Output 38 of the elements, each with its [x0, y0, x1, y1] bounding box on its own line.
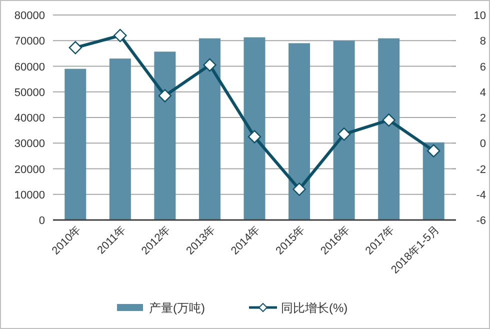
point — [382, 113, 396, 127]
bar — [109, 58, 131, 220]
bar — [422, 142, 444, 220]
y2-tick-label: 2 — [480, 112, 486, 124]
y2-tick-label: 10 — [474, 10, 486, 22]
bar — [288, 43, 310, 220]
y-tick-label: 20000 — [14, 164, 45, 176]
bar — [154, 52, 176, 220]
y2-tick-label: 4 — [480, 86, 486, 99]
y2-tick-label: 8 — [480, 36, 486, 48]
point — [427, 144, 440, 158]
legend-label: 产量(万吨) — [149, 301, 205, 315]
point — [68, 41, 82, 54]
y-tick-label: 60000 — [14, 61, 45, 74]
y-tick-label: 0 — [38, 215, 45, 227]
y2-tick-label: -4 — [476, 189, 486, 202]
y-tick-label: 70000 — [14, 36, 45, 48]
bar — [244, 37, 266, 220]
bar — [198, 38, 220, 220]
point — [292, 182, 306, 196]
y-tick-label: 30000 — [14, 138, 45, 150]
point — [203, 58, 216, 72]
point — [158, 89, 172, 102]
y-tick-label: 10000 — [14, 189, 45, 202]
y2-tick-label: 0 — [480, 138, 486, 150]
y2-tick-label: 6 — [480, 61, 486, 74]
legend-label: 同比增长(%) — [281, 301, 348, 315]
y-tick-label: 80000 — [14, 10, 45, 22]
point — [248, 130, 262, 144]
bar — [333, 40, 355, 220]
bar — [378, 38, 400, 220]
point — [337, 128, 351, 141]
y2-tick-label: -2 — [476, 164, 486, 176]
y2-tick-label: -6 — [476, 215, 486, 227]
bar — [64, 68, 86, 220]
point — [114, 28, 127, 42]
y-tick-label: 50000 — [14, 86, 45, 99]
y-tick-label: 40000 — [14, 112, 45, 124]
